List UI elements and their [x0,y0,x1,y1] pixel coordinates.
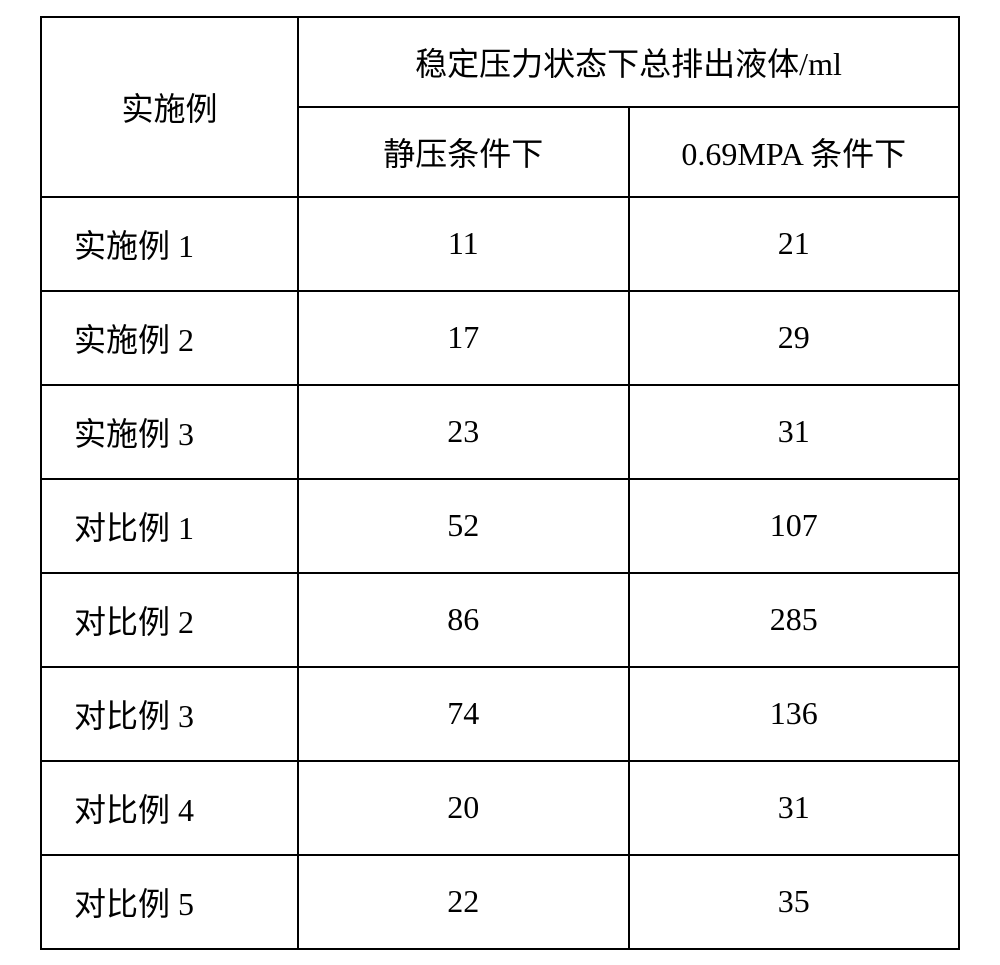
table-row: 对比例 2 86 285 [41,573,959,667]
row-label: 对比例 5 [41,855,298,949]
row-label: 对比例 1 [41,479,298,573]
cell-value: 35 [629,855,960,949]
header-row-label: 实施例 [41,17,298,197]
cell-value: 31 [629,761,960,855]
data-table: 实施例 稳定压力状态下总排出液体/ml 静压条件下 0.69MPA 条件下 实施… [40,16,960,950]
row-label: 实施例 1 [41,197,298,291]
cell-value: 29 [629,291,960,385]
cell-value: 22 [298,855,628,949]
row-label: 对比例 3 [41,667,298,761]
table-row: 对比例 1 52 107 [41,479,959,573]
table-row: 实施例 1 11 21 [41,197,959,291]
row-label: 实施例 2 [41,291,298,385]
row-label: 实施例 3 [41,385,298,479]
table-row: 实施例 3 23 31 [41,385,959,479]
row-label: 对比例 4 [41,761,298,855]
cell-value: 285 [629,573,960,667]
cell-value: 86 [298,573,628,667]
cell-value: 74 [298,667,628,761]
cell-value: 17 [298,291,628,385]
table-row: 对比例 4 20 31 [41,761,959,855]
cell-value: 20 [298,761,628,855]
cell-value: 107 [629,479,960,573]
table-header-row-1: 实施例 稳定压力状态下总排出液体/ml [41,17,959,107]
sub-header-1: 静压条件下 [298,107,628,197]
table-row: 对比例 5 22 35 [41,855,959,949]
table-row: 对比例 3 74 136 [41,667,959,761]
header-merged: 稳定压力状态下总排出液体/ml [298,17,959,107]
cell-value: 52 [298,479,628,573]
table-row: 实施例 2 17 29 [41,291,959,385]
data-table-container: 实施例 稳定压力状态下总排出液体/ml 静压条件下 0.69MPA 条件下 实施… [40,16,960,950]
cell-value: 136 [629,667,960,761]
cell-value: 23 [298,385,628,479]
sub-header-2: 0.69MPA 条件下 [629,107,960,197]
cell-value: 31 [629,385,960,479]
cell-value: 11 [298,197,628,291]
cell-value: 21 [629,197,960,291]
row-label: 对比例 2 [41,573,298,667]
